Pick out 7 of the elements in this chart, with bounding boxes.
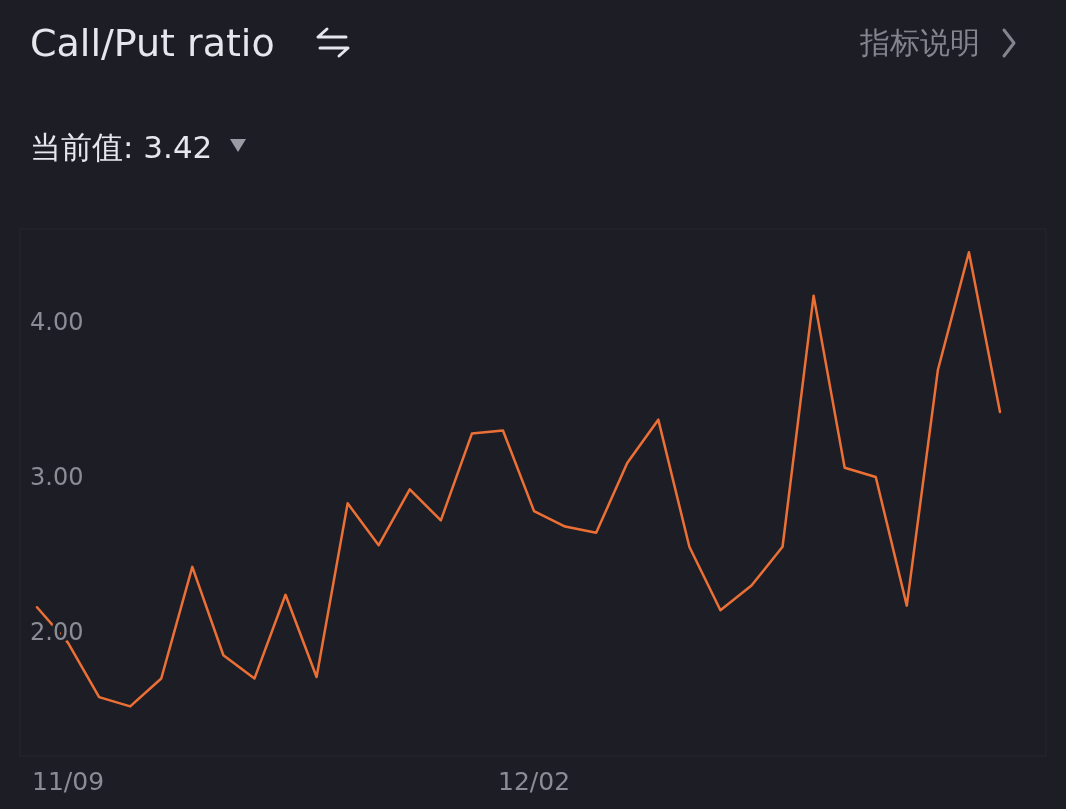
y-tick-label: 4.00 xyxy=(30,308,84,337)
chart-subtitle: 当前值: 3.42 xyxy=(30,129,213,165)
x-tick-label: 11/09 xyxy=(32,767,105,796)
x-tick-label: 12/02 xyxy=(498,767,571,796)
text: 指标说明 xyxy=(859,25,980,60)
chart-title: Call/Put ratio xyxy=(30,21,275,65)
y-tick-label: 3.00 xyxy=(30,463,84,492)
